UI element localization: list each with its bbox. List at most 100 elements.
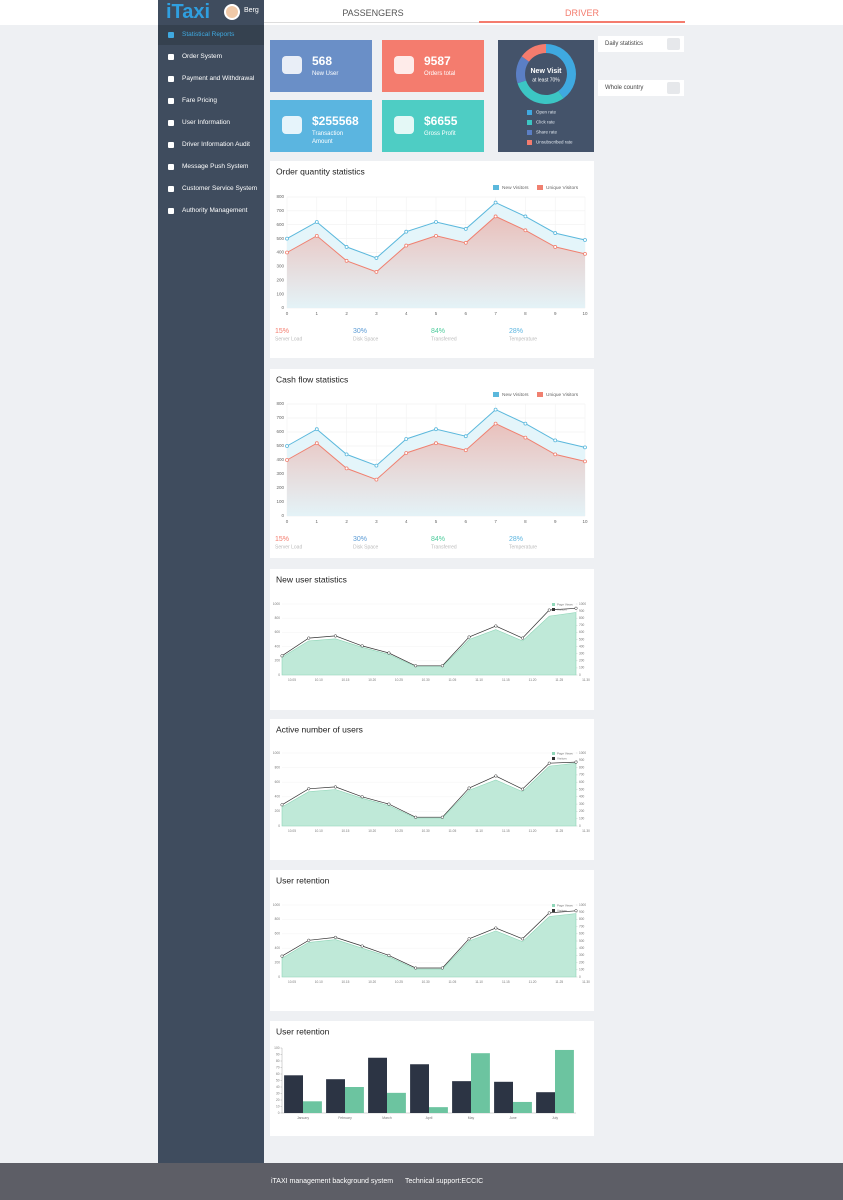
data-point bbox=[440, 966, 444, 970]
x-tick-label: 9 bbox=[554, 519, 557, 524]
data-point bbox=[547, 911, 551, 915]
x-tick-label: April bbox=[426, 1116, 433, 1120]
tab[interactable]: PASSENGERS bbox=[342, 8, 404, 18]
user-name[interactable]: Berg bbox=[244, 7, 259, 14]
x-tick-label: 3 bbox=[375, 311, 378, 316]
x-tick-label: 2 bbox=[345, 311, 348, 316]
x-tick-label: 8 bbox=[524, 519, 527, 524]
data-point bbox=[520, 636, 525, 640]
card-label: Gross Profit bbox=[424, 131, 456, 137]
menu-item[interactable]: Message Push System bbox=[158, 157, 264, 177]
data-point bbox=[547, 761, 551, 765]
card-value: $255568 bbox=[312, 114, 359, 128]
legend-label: Visitors bbox=[557, 756, 567, 760]
bar bbox=[284, 1075, 303, 1113]
data-point bbox=[493, 214, 498, 219]
menu-icon bbox=[168, 164, 174, 170]
x-tick-label: 11.10 bbox=[475, 678, 483, 682]
legend-swatch bbox=[552, 752, 555, 755]
legend-label: Page Views bbox=[557, 602, 573, 606]
data-point bbox=[404, 437, 409, 441]
data-point bbox=[494, 774, 498, 778]
donut-title: New Visit bbox=[531, 68, 563, 75]
stat-card: $6655 Gross Profit bbox=[382, 100, 484, 152]
menu-item[interactable]: Order System bbox=[158, 47, 264, 67]
stat-label: Transferred bbox=[431, 544, 457, 550]
menu-item[interactable]: Statistical Reports bbox=[158, 25, 264, 45]
menu-item[interactable]: Driver Information Audit bbox=[158, 135, 264, 155]
data-point bbox=[307, 787, 311, 791]
stat-label: Temperature bbox=[509, 544, 537, 550]
donut-segment bbox=[517, 80, 564, 104]
x-tick-label: 10.20 bbox=[368, 678, 376, 682]
data-point bbox=[280, 803, 284, 807]
data-point bbox=[307, 938, 311, 942]
data-point bbox=[414, 815, 418, 819]
data-point bbox=[333, 634, 338, 638]
legend-label: Share rate bbox=[536, 130, 558, 135]
y-tick-label: 90 bbox=[276, 1052, 280, 1056]
tab-active[interactable]: DRIVER bbox=[564, 8, 599, 18]
menu-item[interactable]: Fare Pricing bbox=[158, 91, 264, 111]
x-tick-label: 11.25 bbox=[555, 678, 563, 682]
legend-label: Page Views bbox=[557, 751, 573, 755]
bar bbox=[513, 1101, 532, 1113]
data-point bbox=[493, 200, 498, 205]
menu-label: User Information bbox=[182, 119, 231, 126]
data-point bbox=[583, 459, 587, 464]
stat-value: 15% bbox=[275, 328, 289, 335]
menu-label: Statistical Reports bbox=[182, 31, 235, 38]
menu-item[interactable]: Customer Service System bbox=[158, 179, 264, 199]
y2-tick-label: 800 bbox=[579, 917, 585, 921]
data-point bbox=[404, 243, 409, 248]
donut-segment bbox=[516, 56, 530, 84]
stat-value: 28% bbox=[509, 328, 523, 335]
x-tick-label: 1 bbox=[316, 311, 319, 316]
legend-swatch bbox=[552, 608, 555, 611]
x-tick-label: 11.30 bbox=[582, 829, 590, 833]
x-tick-label: 9 bbox=[554, 311, 557, 316]
avatar[interactable] bbox=[224, 4, 240, 20]
side-panel[interactable]: Daily statistics bbox=[598, 36, 684, 52]
x-tick-label: 10.25 bbox=[395, 678, 403, 682]
chart: User retention 0 10 20 30 40 50 60 70 80 90 100 Janu… bbox=[274, 1026, 576, 1120]
y-tick-label: 0 bbox=[278, 975, 280, 979]
series-line bbox=[281, 761, 577, 818]
legend-label: Unique Visitors bbox=[546, 185, 579, 191]
menu-item[interactable]: Authority Management bbox=[158, 201, 264, 221]
side-panel[interactable]: Whole country bbox=[598, 80, 684, 96]
logo[interactable]: iTaxi bbox=[166, 1, 211, 23]
y2-tick-label: 400 bbox=[579, 946, 585, 950]
x-tick-label: 4 bbox=[405, 519, 408, 524]
y-tick-label: 20 bbox=[276, 1098, 280, 1102]
y-tick-label: 700 bbox=[276, 415, 284, 420]
series-area bbox=[281, 762, 577, 827]
legend-swatch bbox=[537, 185, 543, 190]
data-point bbox=[285, 458, 289, 462]
menu-label: Authority Management bbox=[182, 207, 248, 214]
x-tick-label: 10.30 bbox=[422, 678, 430, 682]
x-tick-label: 10.10 bbox=[315, 829, 323, 833]
side-label: Whole country bbox=[605, 85, 644, 91]
data-point bbox=[547, 608, 551, 612]
legend-swatch bbox=[527, 110, 532, 115]
collapse-button[interactable] bbox=[667, 38, 680, 50]
y-tick-label: 100 bbox=[276, 291, 284, 296]
menu-label: Order System bbox=[182, 53, 223, 60]
bar bbox=[429, 1107, 448, 1113]
y2-tick-label: 900 bbox=[579, 758, 585, 762]
legend-label: New Visitors bbox=[502, 392, 529, 398]
data-point bbox=[467, 635, 471, 639]
chart-title: Order quantity statistics bbox=[276, 166, 365, 176]
collapse-button[interactable] bbox=[667, 82, 680, 94]
menu-icon bbox=[168, 54, 174, 60]
data-point bbox=[280, 654, 284, 658]
y2-tick-label: 700 bbox=[579, 924, 585, 928]
menu-item[interactable]: User Information bbox=[158, 113, 264, 133]
stat-value: 30% bbox=[353, 328, 367, 335]
y-tick-label: 40 bbox=[276, 1085, 280, 1089]
y-tick-label: 0 bbox=[278, 1111, 280, 1115]
y2-tick-label: 200 bbox=[579, 960, 585, 964]
menu-item[interactable]: Payment and Withdrawal bbox=[158, 69, 264, 89]
data-point bbox=[520, 937, 525, 941]
